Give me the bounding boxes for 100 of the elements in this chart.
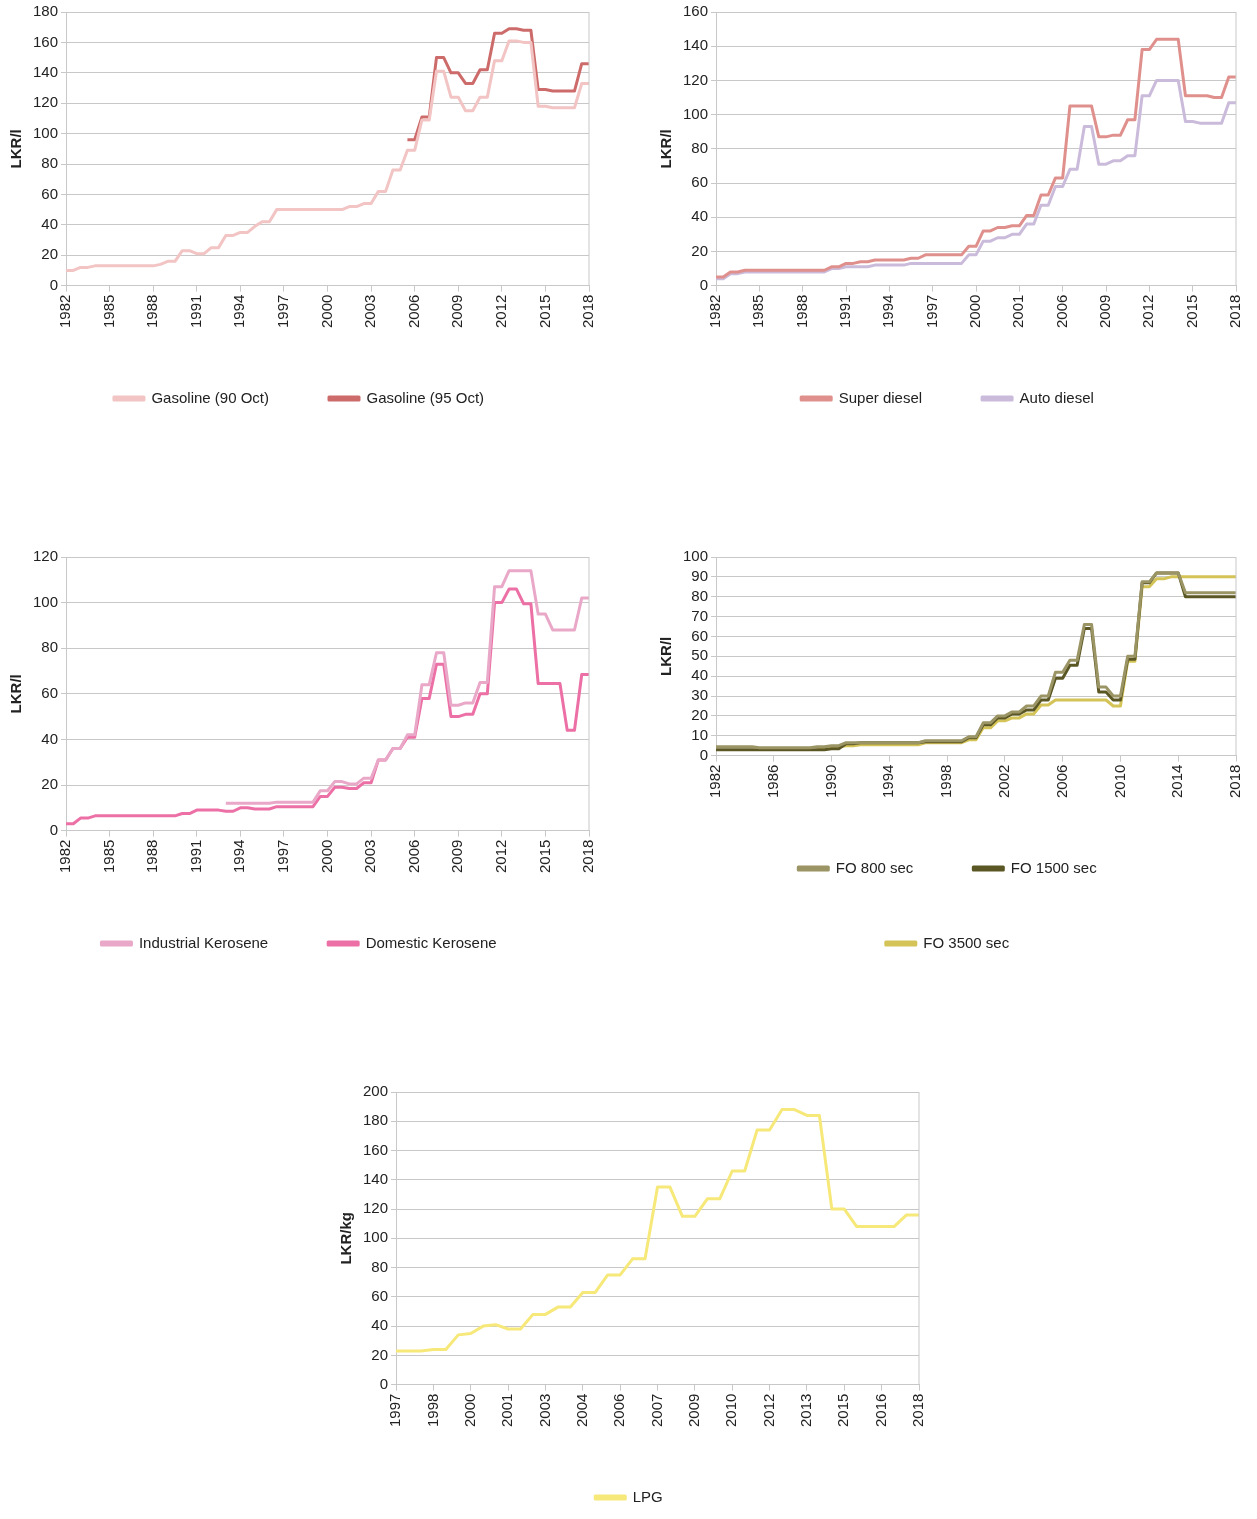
x-tick-label: 2000 (460, 1393, 478, 1428)
y-tick-label: 0 (699, 275, 709, 293)
x-tick-label: 1997 (274, 294, 292, 329)
y-tick-label: 100 (33, 592, 59, 610)
x-tick-label: 2015 (535, 839, 553, 874)
y-tick-label: 180 (363, 1111, 389, 1129)
y-tick-label: 0 (379, 1374, 389, 1392)
y-tick-label: 120 (363, 1199, 389, 1217)
x-tick-label: 2002 (995, 764, 1013, 799)
y-tick-label: 160 (33, 32, 59, 50)
x-tick-label: 2007 (647, 1393, 665, 1428)
y-tick-label: 40 (691, 207, 709, 225)
x-tick-label: 2015 (535, 294, 553, 329)
x-tick-label: 2003 (361, 294, 379, 329)
x-tick-label: 1988 (792, 294, 810, 329)
legend-label: Gasoline (90 Oct) (151, 388, 269, 406)
y-tick-label: 60 (371, 1286, 389, 1304)
legend-label: Auto diesel (1019, 388, 1094, 406)
y-tick-label: 80 (41, 638, 59, 656)
y-tick-label: 60 (691, 626, 709, 644)
x-tick-label: 1997 (922, 294, 940, 329)
y-tick-label: 80 (691, 586, 709, 604)
x-tick-label: 2006 (1052, 764, 1070, 799)
y-tick-label: 20 (691, 706, 709, 724)
legend-label: FO 1500 sec (1010, 858, 1098, 876)
y-axis-title: LKR/l (7, 674, 25, 714)
x-tick-label: 2003 (361, 839, 379, 874)
y-tick-label: 80 (41, 154, 59, 172)
x-tick-label: 1982 (706, 764, 724, 799)
x-tick-label: 1982 (706, 294, 724, 329)
x-tick-label: 2009 (1096, 294, 1114, 329)
y-tick-label: 0 (49, 275, 59, 293)
y-tick-label: 20 (371, 1345, 389, 1363)
y-tick-label: 120 (33, 547, 59, 565)
x-tick-label: 2012 (491, 839, 509, 874)
legend-label: LPG (632, 1487, 663, 1505)
y-tick-label: 140 (683, 36, 709, 54)
legend-label: Gasoline (95 Oct) (366, 388, 485, 406)
x-tick-label: 1988 (143, 294, 161, 329)
y-tick-label: 40 (371, 1316, 389, 1334)
y-tick-label: 60 (691, 173, 709, 191)
legend-label: FO 800 sec (835, 858, 914, 876)
x-tick-label: 1985 (749, 294, 767, 329)
x-tick-label: 1994 (879, 294, 897, 329)
y-tick-label: 120 (33, 93, 59, 111)
x-tick-label: 1988 (143, 839, 161, 874)
x-tick-label: 1991 (186, 294, 204, 329)
x-tick-label: 2009 (685, 1393, 703, 1428)
y-tick-label: 100 (683, 547, 709, 565)
x-tick-label: 1994 (230, 294, 248, 329)
y-tick-label: 10 (691, 725, 709, 743)
y-axis-title: LKR/l (7, 129, 25, 169)
x-tick-label: 2010 (1110, 764, 1128, 799)
y-tick-label: 80 (371, 1257, 389, 1275)
x-tick-label: 1991 (186, 839, 204, 874)
x-tick-label: 1990 (821, 764, 839, 799)
y-tick-label: 80 (691, 138, 709, 156)
x-tick-label: 2012 (491, 294, 509, 329)
x-tick-label: 2000 (317, 294, 335, 329)
x-tick-label: 2012 (1139, 294, 1157, 329)
x-tick-label: 2015 (834, 1393, 852, 1428)
x-tick-label: 2001 (1009, 294, 1027, 329)
x-tick-label: 1985 (99, 839, 117, 874)
y-axis-title: LKR/kg (337, 1212, 355, 1265)
y-tick-label: 50 (691, 646, 709, 664)
y-tick-label: 30 (691, 686, 709, 704)
x-tick-label: 2012 (759, 1393, 777, 1428)
y-tick-label: 120 (683, 70, 709, 88)
y-tick-label: 100 (363, 1228, 389, 1246)
y-tick-label: 20 (41, 245, 59, 263)
x-tick-label: 2018 (1226, 764, 1244, 799)
x-tick-label: 2006 (404, 839, 422, 874)
y-tick-label: 0 (699, 745, 709, 763)
x-tick-label: 2004 (572, 1393, 590, 1428)
x-tick-label: 2001 (498, 1393, 516, 1428)
x-tick-label: 2006 (610, 1393, 628, 1428)
y-tick-label: 20 (691, 241, 709, 259)
x-tick-label: 2018 (1226, 294, 1244, 329)
y-tick-label: 140 (363, 1169, 389, 1187)
x-tick-label: 2016 (871, 1393, 889, 1428)
legend-label: Domestic Kerosene (365, 933, 497, 951)
x-tick-label: 1982 (56, 294, 74, 329)
y-tick-label: 60 (41, 683, 59, 701)
x-tick-label: 2006 (1052, 294, 1070, 329)
x-tick-label: 2018 (579, 839, 597, 874)
y-tick-label: 0 (49, 820, 59, 838)
y-tick-label: 40 (691, 666, 709, 684)
x-tick-label: 2009 (448, 839, 466, 874)
x-tick-label: 1985 (99, 294, 117, 329)
x-tick-label: 2006 (404, 294, 422, 329)
x-tick-label: 1994 (230, 839, 248, 874)
x-tick-label: 2000 (317, 839, 335, 874)
x-tick-label: 2000 (966, 294, 984, 329)
x-tick-label: 1982 (56, 839, 74, 874)
x-tick-label: 2014 (1168, 764, 1186, 799)
y-tick-label: 70 (691, 606, 709, 624)
legend-label: FO 3500 sec (923, 933, 1010, 951)
x-tick-label: 2018 (579, 294, 597, 329)
x-tick-label: 1986 (763, 764, 781, 799)
x-tick-label: 2010 (722, 1393, 740, 1428)
